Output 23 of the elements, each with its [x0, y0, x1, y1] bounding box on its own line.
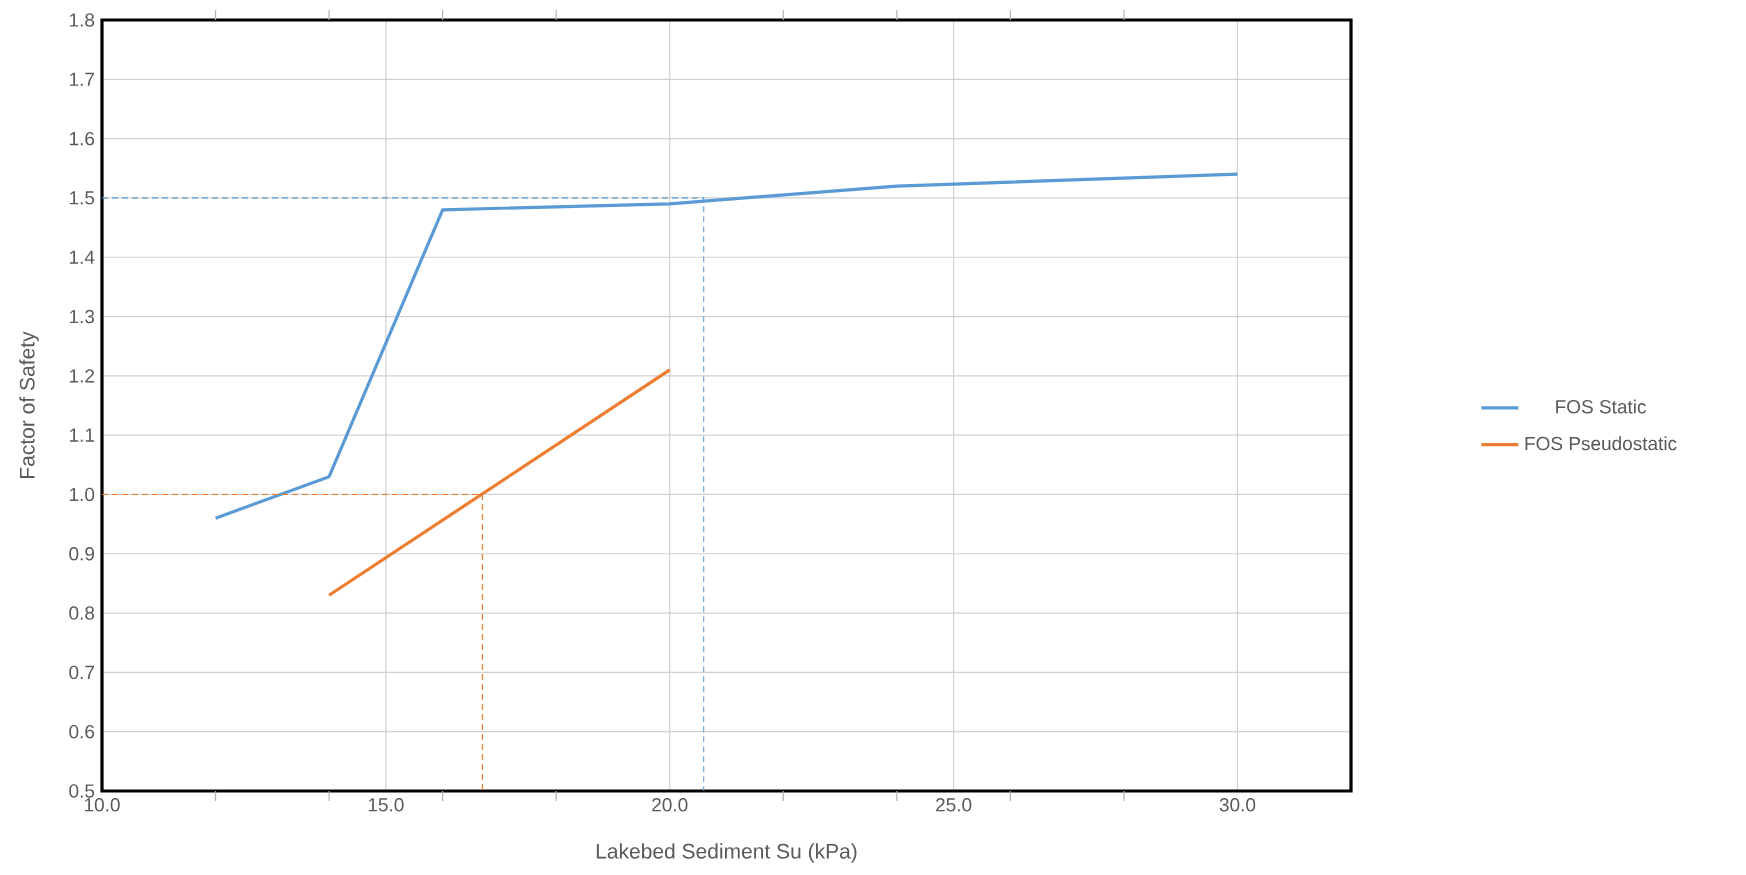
y-tick-label: 1.2: [69, 369, 94, 383]
y-tick-label: 0.7: [69, 665, 94, 680]
y-tick-label: 1.0: [69, 487, 95, 502]
y-tick-label: 1.1: [69, 428, 94, 442]
x-axis-title: Lakebed Sediment Su (kPa): [596, 843, 857, 863]
y-tick-label: 1.3: [69, 309, 95, 324]
y-tick-label: 1.6: [69, 131, 95, 146]
y-tick-label: 1.8: [69, 13, 95, 27]
x-tick-label: 15.0: [368, 798, 404, 812]
x-tick-label: 25.0: [936, 798, 972, 812]
y-tick-label: 0.8: [69, 606, 95, 620]
y-tick-label: 1.4: [69, 250, 95, 264]
x-tick-label: 30.0: [1219, 798, 1256, 812]
y-tick-label: 0.5: [69, 784, 95, 798]
x-tick-label: 10.0: [84, 798, 120, 812]
y-tick-label: 1.5: [69, 191, 95, 205]
legend-label: FOS Static: [1556, 399, 1646, 414]
y-tick-label: 1.7: [69, 72, 94, 86]
y-tick-label: 0.9: [69, 547, 95, 561]
legend-label: FOS Pseudostatic: [1525, 436, 1677, 451]
y-tick-label: 0.6: [69, 724, 95, 739]
y-axis-title: Factor of Safety: [19, 331, 39, 478]
x-tick-label: 20.0: [652, 798, 688, 812]
